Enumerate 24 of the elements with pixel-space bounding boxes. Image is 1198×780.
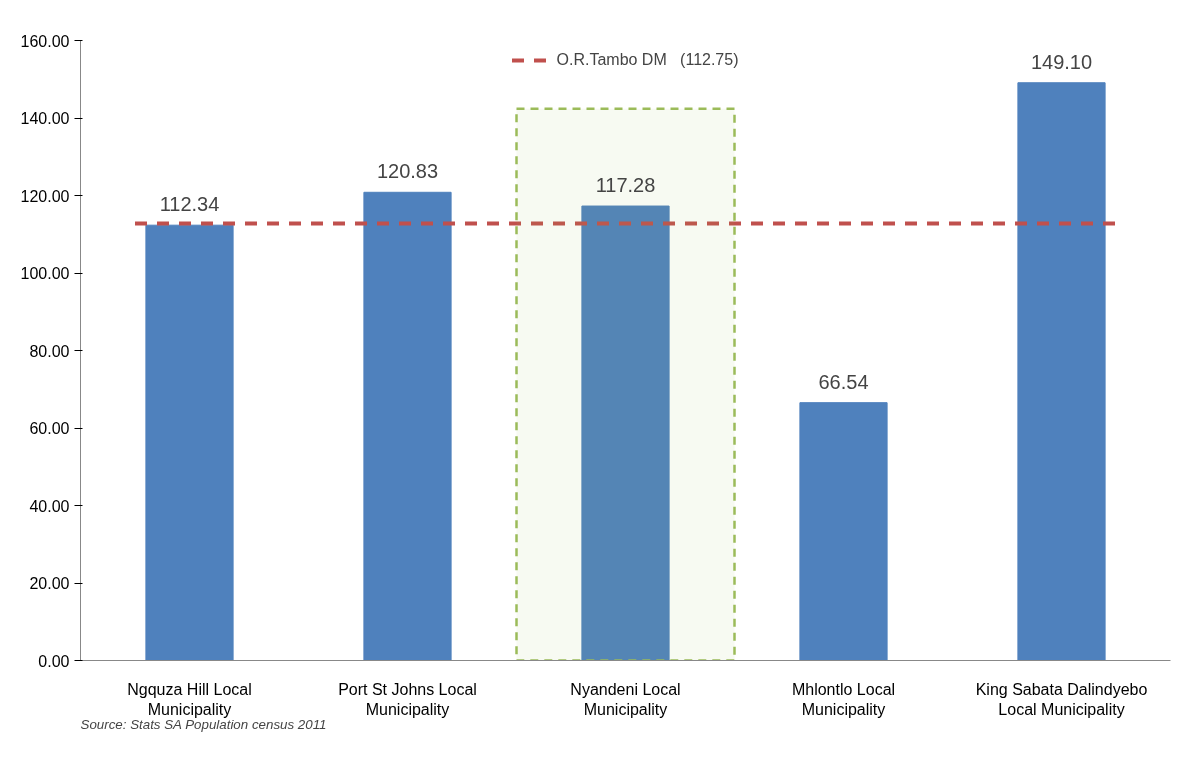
data-label: 120.83: [376, 160, 439, 183]
bar: [145, 224, 234, 661]
data-label: 117.28: [595, 174, 656, 197]
x-tick-label: Mhlontlo Local Municipality: [791, 680, 896, 718]
y-tick-label: 0.00: [38, 652, 70, 670]
y-tick-label: 140.00: [20, 110, 70, 127]
y-tick-label: 20.00: [29, 575, 70, 592]
y-tick-label: 60.00: [29, 420, 70, 437]
bar: [363, 191, 452, 661]
bar: [1017, 82, 1106, 661]
y-tick-label: 120.00: [20, 187, 70, 205]
x-tick-label: Ngquza Hill Local Municipality: [127, 680, 252, 718]
bar: [799, 402, 888, 661]
y-tick-label: 40.00: [29, 497, 70, 515]
y-tick-label: 160.00: [20, 32, 70, 50]
data-label: 66.54: [818, 370, 869, 393]
legend-label: O.R.Tambo DM (112.75): [556, 51, 739, 69]
data-label: 112.34: [159, 193, 220, 216]
x-tick-label: King Sabata Dalindyebo Local Municipality: [975, 680, 1148, 718]
y-tick-label: 100.00: [20, 265, 70, 282]
x-tick-label: Port St Johns Local Municipality: [338, 680, 477, 718]
data-label: 149.10: [1030, 50, 1093, 73]
y-tick-label: 80.00: [29, 342, 70, 360]
x-tick-label: Nyandeni Local Municipality: [570, 680, 681, 718]
